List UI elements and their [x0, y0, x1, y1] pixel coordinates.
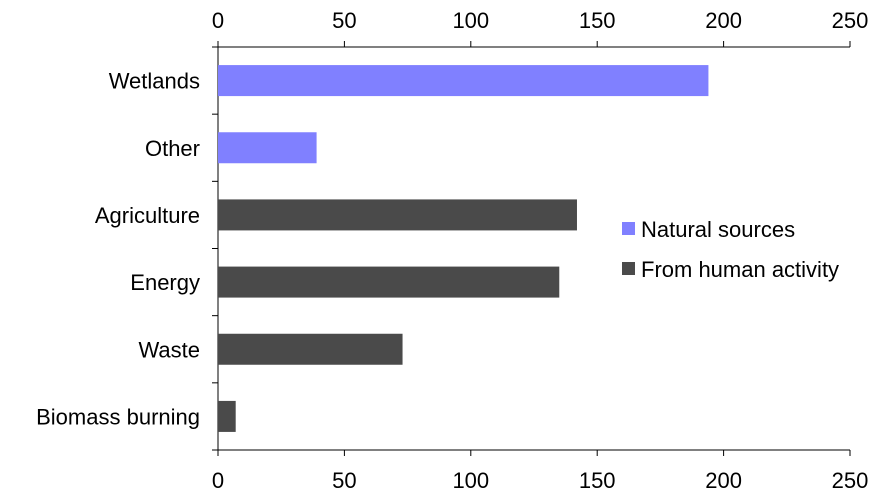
- category-label: Biomass burning: [36, 404, 200, 429]
- legend-label: Natural sources: [641, 217, 795, 242]
- x-tick-label-bottom: 150: [579, 468, 616, 493]
- category-label: Energy: [130, 270, 200, 295]
- category-labels: Wetlands Other Agriculture Energy Waste Bioma…: [36, 69, 200, 430]
- category-label: Other: [145, 136, 200, 161]
- legend: Natural sources From human activity: [622, 217, 839, 282]
- legend-swatch: [622, 262, 635, 275]
- bar-energy: [218, 266, 560, 298]
- bar-waste: [218, 333, 403, 365]
- category-label: Waste: [138, 337, 200, 362]
- x-tick-label-top: 250: [832, 8, 869, 33]
- bar-agriculture: [218, 199, 577, 231]
- x-tick-label-bottom: 250: [832, 468, 869, 493]
- x-tick-label-top: 200: [705, 8, 742, 33]
- legend-swatch: [622, 222, 635, 235]
- x-tick-label-bottom: 0: [212, 468, 224, 493]
- x-tick-label-bottom: 200: [705, 468, 742, 493]
- category-label: Wetlands: [109, 69, 200, 94]
- x-tick-label-top: 0: [212, 8, 224, 33]
- x-tick-label-bottom: 100: [452, 468, 489, 493]
- x-tick-label-top: 100: [452, 8, 489, 33]
- bar-wetlands: [218, 65, 709, 97]
- x-tick-label-top: 50: [332, 8, 356, 33]
- bars: [218, 65, 709, 432]
- legend-label: From human activity: [641, 257, 839, 282]
- bar-other: [218, 132, 317, 164]
- axes: 0 0 50 50 100 100 150 150 200 200 250 250: [212, 8, 868, 493]
- bar-biomass-burning: [218, 400, 236, 432]
- category-label: Agriculture: [95, 203, 200, 228]
- x-tick-label-bottom: 50: [332, 468, 356, 493]
- x-tick-label-top: 150: [579, 8, 616, 33]
